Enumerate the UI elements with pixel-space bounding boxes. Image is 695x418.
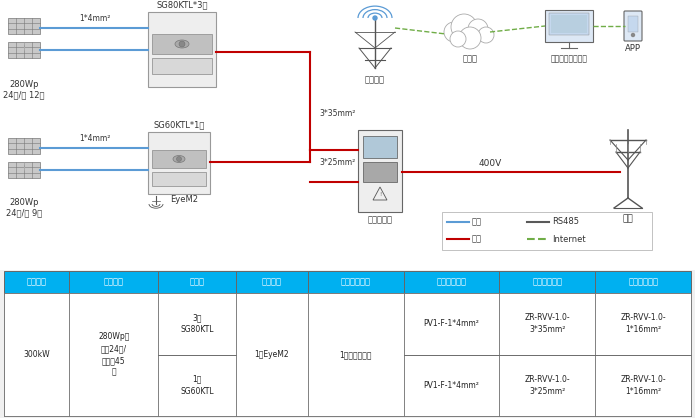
Text: SG80KTL*3台: SG80KTL*3台 (156, 0, 208, 9)
Bar (152, 58, 212, 74)
Text: 通信基站: 通信基站 (365, 75, 385, 84)
Text: 通讯模块: 通讯模块 (262, 278, 282, 286)
Bar (4, 293, 70, 416)
Bar (628, 16, 638, 32)
Text: 逆变器: 逆变器 (190, 278, 205, 286)
Text: PV1-F-1*4mm²: PV1-F-1*4mm² (424, 381, 480, 390)
Bar (8, 162, 40, 178)
Bar (4, 271, 70, 293)
Bar (549, 13, 589, 35)
Circle shape (450, 31, 466, 47)
Bar (70, 271, 158, 293)
Text: PV1-F-1*4mm²: PV1-F-1*4mm² (424, 319, 480, 328)
Text: 交流线缆型号: 交流线缆型号 (532, 278, 562, 286)
Bar (158, 293, 236, 354)
Bar (8, 18, 40, 34)
Bar (551, 15, 587, 33)
Bar (148, 132, 210, 194)
Circle shape (451, 14, 477, 40)
Circle shape (444, 22, 464, 42)
Text: 阳光云: 阳光云 (462, 54, 477, 63)
Bar (442, 212, 652, 250)
Text: 直流线缆型号: 直流线缆型号 (436, 278, 466, 286)
Bar (363, 162, 397, 182)
Bar (158, 271, 236, 293)
Text: 交流配电设备: 交流配电设备 (341, 278, 370, 286)
Text: ZR-RVV-1.0-
1*16mm²: ZR-RVV-1.0- 1*16mm² (621, 375, 666, 396)
Text: 3台
SG80KTL: 3台 SG80KTL (181, 314, 214, 334)
Text: 组件配置: 组件配置 (104, 278, 124, 286)
Bar (158, 354, 236, 416)
Bar (404, 293, 500, 354)
Bar (4, 293, 691, 416)
Bar (500, 293, 595, 354)
Bar (8, 42, 40, 58)
Text: 1台
SG60KTL: 1台 SG60KTL (181, 375, 214, 396)
Text: 280Wp组
件，24块/
串，共45
串: 280Wp组 件，24块/ 串，共45 串 (98, 332, 129, 377)
FancyBboxPatch shape (624, 11, 642, 41)
Text: 280Wp
24块/串 9串: 280Wp 24块/串 9串 (6, 198, 42, 217)
Text: !: ! (379, 191, 381, 196)
Text: ZR-RVV-1.0-
3*25mm²: ZR-RVV-1.0- 3*25mm² (525, 375, 570, 396)
Bar (358, 130, 402, 212)
Text: 400V: 400V (478, 159, 502, 168)
Text: 1*4mm²: 1*4mm² (79, 14, 111, 23)
Bar (308, 271, 404, 293)
Circle shape (478, 27, 494, 43)
Text: 智慧能源扶贫平台: 智慧能源扶贫平台 (550, 54, 587, 63)
Text: EyeM2: EyeM2 (170, 194, 198, 204)
Text: RS485: RS485 (552, 217, 579, 227)
Circle shape (177, 156, 181, 161)
Bar (500, 354, 595, 416)
Text: APP: APP (625, 44, 641, 53)
Circle shape (468, 19, 488, 39)
Ellipse shape (173, 155, 185, 163)
Text: 电站容量: 电站容量 (26, 278, 47, 286)
Bar (363, 136, 397, 158)
Text: 3*25mm²: 3*25mm² (320, 158, 356, 167)
Text: 300kW: 300kW (24, 350, 50, 359)
Bar (595, 271, 691, 293)
Bar (595, 293, 691, 354)
Circle shape (459, 27, 481, 49)
Bar (8, 138, 40, 154)
Text: 1台EyeM2: 1台EyeM2 (254, 350, 289, 359)
Text: 光伏并网柜: 光伏并网柜 (368, 215, 393, 224)
Bar (308, 293, 404, 416)
Text: SG60KTL*1台: SG60KTL*1台 (154, 120, 205, 129)
Ellipse shape (175, 40, 189, 48)
Bar (148, 12, 216, 87)
Bar (236, 293, 308, 416)
Bar (236, 271, 308, 293)
Bar (70, 293, 158, 416)
Text: 电网: 电网 (623, 214, 633, 223)
Bar (152, 172, 206, 186)
Bar (500, 271, 595, 293)
Circle shape (373, 16, 377, 20)
Text: ZR-RVV-1.0-
1*16mm²: ZR-RVV-1.0- 1*16mm² (621, 314, 666, 334)
Bar (595, 354, 691, 416)
Bar (152, 34, 212, 54)
Text: 280Wp
24块/串 12串: 280Wp 24块/串 12串 (3, 80, 44, 99)
Text: 1*4mm²: 1*4mm² (79, 134, 111, 143)
Bar (152, 150, 206, 168)
Text: Internet: Internet (552, 234, 586, 244)
Text: 1台光伏并网柜: 1台光伏并网柜 (339, 350, 372, 359)
Text: 直流: 直流 (472, 217, 482, 227)
Text: ZR-RVV-1.0-
3*35mm²: ZR-RVV-1.0- 3*35mm² (525, 314, 570, 334)
Text: 接地线缆型号: 接地线缆型号 (628, 278, 658, 286)
Bar (0, 0, 695, 270)
Text: 交流: 交流 (472, 234, 482, 244)
Bar (404, 271, 500, 293)
Circle shape (632, 33, 635, 36)
Bar (545, 10, 593, 42)
Text: 3*35mm²: 3*35mm² (320, 109, 357, 118)
Circle shape (179, 41, 185, 47)
Bar (404, 354, 500, 416)
